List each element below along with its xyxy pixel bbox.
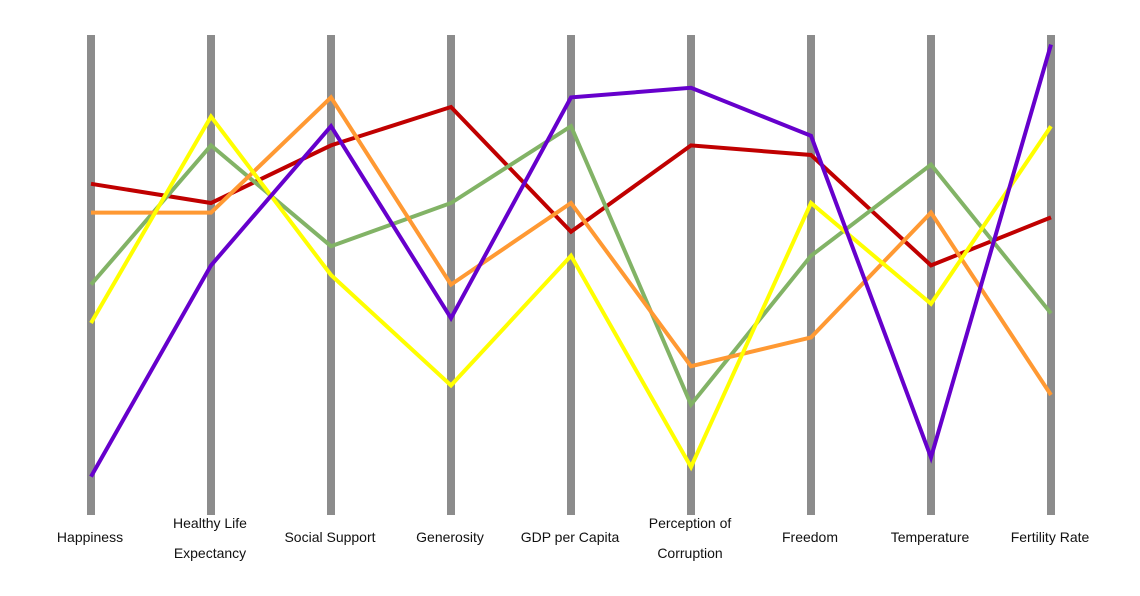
axes-layer xyxy=(87,35,1055,515)
axis-bar-8 xyxy=(1047,35,1055,515)
axis-bar-3 xyxy=(447,35,455,515)
axis-label-4: GDP per Capita xyxy=(521,529,620,545)
axis-label-6: Freedom xyxy=(782,529,838,545)
axis-bar-1 xyxy=(207,35,215,515)
axis-label-7: Temperature xyxy=(891,529,970,545)
axis-label-line: Corruption xyxy=(657,545,722,561)
axis-label-line: Generosity xyxy=(416,529,484,545)
axis-bar-5 xyxy=(687,35,695,515)
axis-label-line: Fertility Rate xyxy=(1011,529,1090,545)
axis-label-line: Temperature xyxy=(891,529,970,545)
axis-label-1: Healthy Life Expectancy xyxy=(173,515,247,561)
axis-bar-6 xyxy=(807,35,815,515)
axis-bar-7 xyxy=(927,35,935,515)
axis-bar-4 xyxy=(567,35,575,515)
series-line-0 xyxy=(90,104,1052,268)
axis-label-line: Perception of xyxy=(649,515,732,531)
axis-label-line: Happiness xyxy=(57,529,123,545)
axis-label-line: Social Support xyxy=(284,529,375,545)
axis-label-line: Expectancy xyxy=(174,545,246,561)
axis-bar-0 xyxy=(87,35,95,515)
axis-label-line: Freedom xyxy=(782,529,838,545)
series-line-2 xyxy=(91,94,1053,397)
axis-label-line: Healthy Life xyxy=(173,515,247,531)
series-line-3 xyxy=(89,112,1053,472)
axis-label-2: Social Support xyxy=(284,529,375,545)
axis-label-8: Fertility Rate xyxy=(1011,529,1090,545)
axis-label-0: Happiness xyxy=(57,529,123,545)
axis-label-5: Perception of Corruption xyxy=(649,515,732,561)
series-line-4 xyxy=(89,44,1053,478)
series-lines-layer xyxy=(89,44,1053,478)
axis-label-line: GDP per Capita xyxy=(521,529,620,545)
series-line-1 xyxy=(89,123,1053,409)
axis-label-3: Generosity xyxy=(416,529,484,545)
axis-labels-layer: Happiness Healthy Life Expectancy Social Su… xyxy=(57,515,1090,561)
